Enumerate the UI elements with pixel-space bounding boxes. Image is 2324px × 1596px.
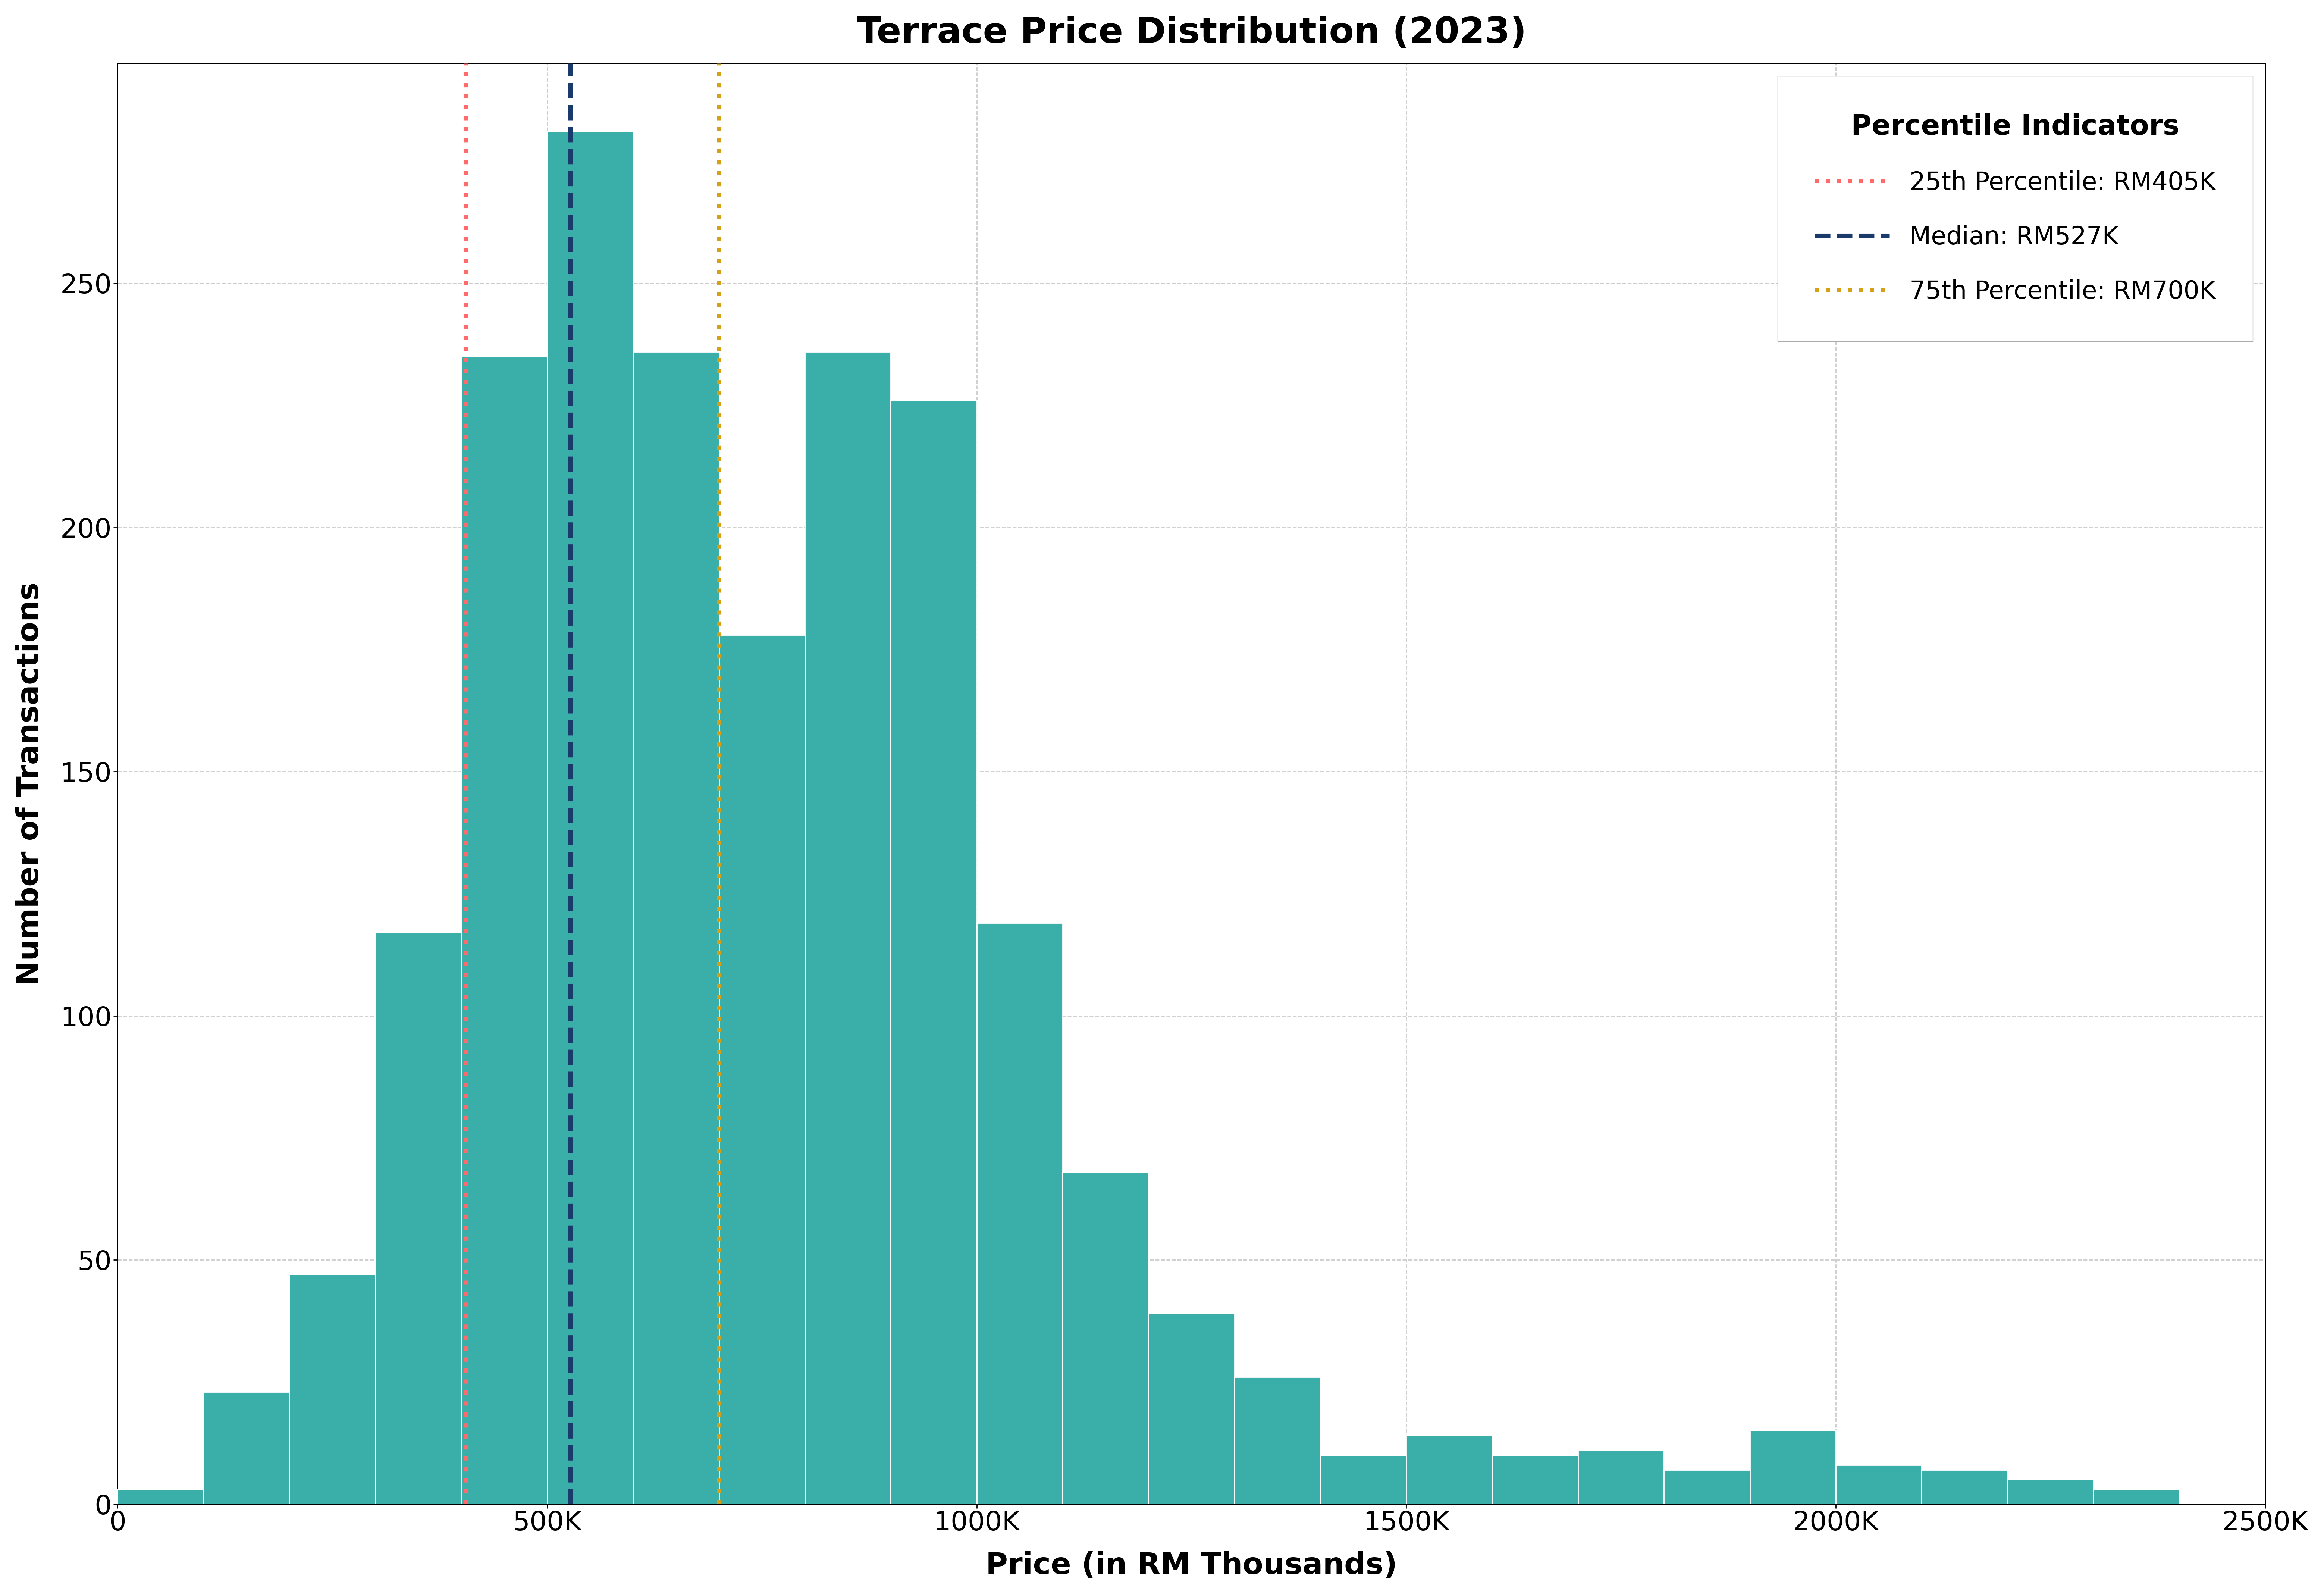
Bar xyxy=(632,351,718,1503)
Bar xyxy=(804,351,890,1503)
Bar xyxy=(1922,1470,2008,1503)
Bar xyxy=(718,635,804,1503)
Bar xyxy=(1492,1456,1578,1503)
Bar xyxy=(1320,1456,1406,1503)
Bar xyxy=(1664,1470,1750,1503)
Bar xyxy=(2094,1489,2180,1503)
Bar xyxy=(1062,1171,1148,1503)
Bar xyxy=(460,356,546,1503)
Bar xyxy=(976,922,1062,1503)
Bar xyxy=(546,132,632,1503)
Bar xyxy=(1836,1465,1922,1503)
Bar xyxy=(2008,1479,2094,1503)
Bar xyxy=(890,401,976,1503)
Y-axis label: Number of Transactions: Number of Transactions xyxy=(16,583,44,985)
Bar xyxy=(1234,1377,1320,1503)
Bar xyxy=(1578,1451,1664,1503)
Bar xyxy=(376,932,460,1503)
Bar xyxy=(290,1275,376,1503)
X-axis label: Price (in RM Thousands): Price (in RM Thousands) xyxy=(985,1551,1397,1580)
Bar xyxy=(205,1392,290,1503)
Bar xyxy=(1750,1432,1836,1503)
Bar xyxy=(1406,1436,1492,1503)
Title: Terrace Price Distribution (2023): Terrace Price Distribution (2023) xyxy=(858,16,1527,49)
Bar xyxy=(1148,1314,1234,1503)
Bar xyxy=(119,1489,205,1503)
Legend: 25th Percentile: RM405K, Median: RM527K, 75th Percentile: RM700K: 25th Percentile: RM405K, Median: RM527K,… xyxy=(1778,77,2252,342)
